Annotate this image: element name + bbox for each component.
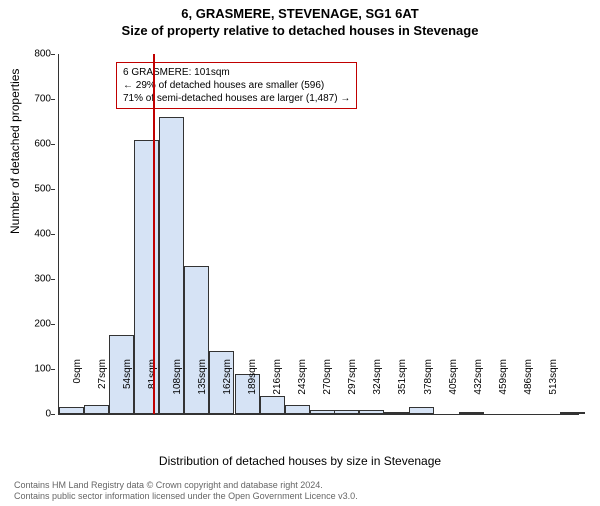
x-tick-label: 486sqm [523,359,534,409]
histogram-bar [359,410,384,414]
x-tick-label: 216sqm [272,359,283,409]
y-axis-label: Number of detached properties [8,69,22,234]
y-tick-label: 600 [21,139,51,150]
histogram-plot: 6 GRASMERE: 101sqm ← 29% of detached hou… [58,54,579,415]
x-tick-label: 270sqm [322,359,333,409]
x-tick-label: 378sqm [423,359,434,409]
x-tick-label: 324sqm [372,359,383,409]
attribution-footer: Contains HM Land Registry data © Crown c… [14,480,586,503]
x-tick-label: 243sqm [297,359,308,409]
y-tick-label: 500 [21,184,51,195]
y-tick [51,99,55,100]
y-tick [51,234,55,235]
x-tick-label: 405sqm [448,359,459,409]
x-axis-label: Distribution of detached houses by size … [0,454,600,468]
y-tick-label: 700 [21,94,51,105]
histogram-bar [560,412,585,414]
footer-line-2: Contains public sector information licen… [14,491,586,502]
x-tick-label: 27sqm [97,359,108,409]
y-tick [51,189,55,190]
x-tick-label: 135sqm [197,359,208,409]
y-tick [51,144,55,145]
x-tick-label: 351sqm [397,359,408,409]
address-title: 6, GRASMERE, STEVENAGE, SG1 6AT [0,6,600,21]
y-tick [51,369,55,370]
y-tick-label: 300 [21,274,51,285]
y-tick [51,54,55,55]
x-tick-label: 0sqm [72,359,83,409]
y-tick-label: 400 [21,229,51,240]
y-tick [51,279,55,280]
histogram-bar [310,410,335,415]
x-tick-label: 189sqm [247,359,258,409]
footer-line-1: Contains HM Land Registry data © Crown c… [14,480,586,491]
x-tick-label: 54sqm [122,359,133,409]
annotation-size: 6 GRASMERE: 101sqm [123,66,350,79]
y-tick-label: 0 [21,409,51,420]
chart-subtitle: Size of property relative to detached ho… [0,23,600,38]
x-tick-label: 297sqm [347,359,358,409]
property-marker-line [153,54,155,414]
y-tick [51,414,55,415]
annotation-smaller: ← 29% of detached houses are smaller (59… [123,79,350,92]
histogram-bar [334,410,359,415]
y-tick [51,324,55,325]
y-tick-label: 100 [21,364,51,375]
annotation-larger: 71% of semi-detached houses are larger (… [123,92,350,105]
y-tick-label: 800 [21,49,51,60]
x-tick-label: 513sqm [548,359,559,409]
x-tick-label: 162sqm [222,359,233,409]
histogram-bar [459,412,484,414]
y-tick-label: 200 [21,319,51,330]
x-tick-label: 108sqm [172,359,183,409]
x-tick-label: 459sqm [498,359,509,409]
x-tick-label: 432sqm [473,359,484,409]
histogram-bar [384,412,409,414]
